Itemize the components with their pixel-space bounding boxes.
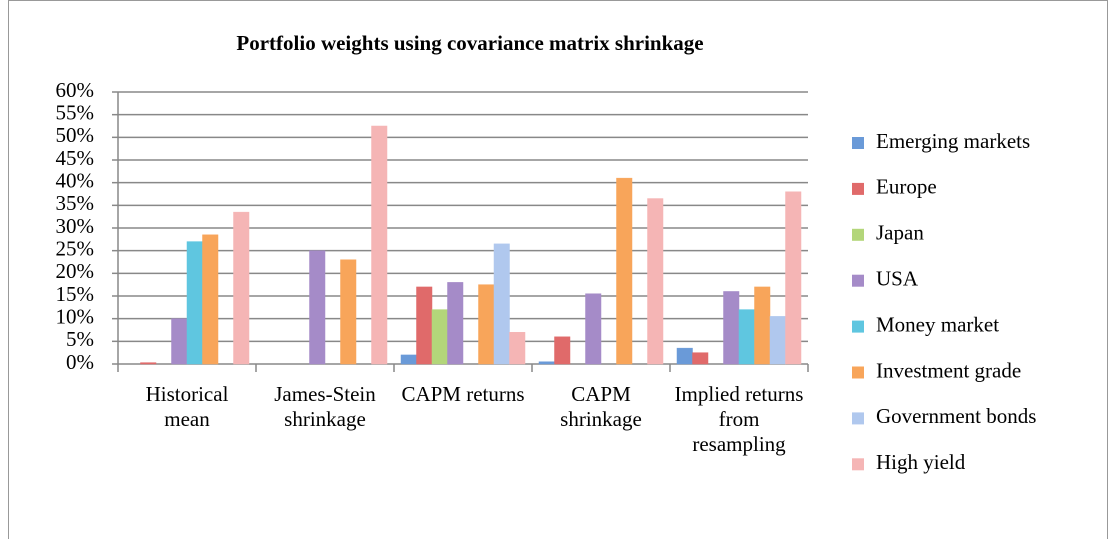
legend-label: Money market	[876, 312, 999, 336]
legend-label: Emerging markets	[876, 129, 1030, 153]
bar	[723, 291, 740, 365]
bar	[431, 309, 448, 365]
bar	[509, 332, 526, 365]
y-tick-label: 0%	[66, 350, 94, 374]
legend-label: USA	[876, 267, 919, 291]
legend-swatch	[852, 412, 864, 425]
bar	[416, 286, 433, 365]
chart-border	[8, 0, 1108, 539]
bar	[785, 191, 802, 365]
bar	[371, 125, 388, 365]
bar	[676, 347, 693, 365]
y-tick-label: 10%	[56, 304, 95, 328]
bar	[171, 318, 188, 365]
legend-swatch	[852, 182, 864, 195]
legend-label: Europe	[876, 175, 937, 199]
bar	[233, 211, 250, 365]
chart-title: Portfolio weights using covariance matri…	[236, 31, 703, 55]
legend-swatch	[852, 274, 864, 287]
y-tick-label: 5%	[66, 327, 94, 351]
y-tick-label: 20%	[56, 259, 95, 283]
x-tick-label: Implied returns from resampling	[674, 382, 804, 456]
legend-swatch	[852, 366, 864, 379]
x-tick-label: James-Stein shrinkage	[274, 382, 376, 431]
legend-swatch	[852, 320, 864, 333]
bar	[140, 362, 157, 365]
bar	[616, 177, 633, 365]
bar	[493, 243, 510, 365]
x-tick-label: CAPM returns	[401, 382, 525, 406]
legend-swatch	[852, 228, 864, 241]
y-tick-label: 15%	[56, 282, 95, 306]
legend-label: Japan	[876, 221, 924, 245]
bar	[478, 284, 495, 365]
bar	[400, 354, 417, 365]
legend-swatch	[852, 458, 864, 471]
y-tick-label: 25%	[56, 236, 95, 260]
x-tick-label: Historical mean	[145, 382, 229, 431]
bar	[447, 282, 464, 365]
legend-label: Government bonds	[876, 404, 1036, 428]
bar	[692, 352, 709, 365]
bar	[647, 198, 664, 365]
y-tick-label: 35%	[56, 191, 95, 215]
y-tick-label: 30%	[56, 214, 95, 238]
bar	[340, 259, 357, 365]
x-tick-label: CAPM shrinkage	[560, 382, 642, 431]
bar	[754, 286, 771, 365]
bar	[538, 361, 555, 365]
bar	[738, 309, 755, 365]
y-tick-label: 40%	[56, 168, 95, 192]
legend-swatch	[852, 137, 864, 149]
bar	[769, 316, 786, 365]
bar	[585, 293, 602, 365]
legend-label: High yield	[876, 450, 966, 474]
legend-label: Investment grade	[876, 358, 1021, 382]
bar	[554, 336, 571, 365]
y-tick-label: 50%	[56, 123, 95, 147]
bar	[309, 250, 326, 365]
bar	[202, 234, 219, 365]
y-tick-label: 60%	[56, 78, 95, 102]
bar	[186, 241, 203, 365]
y-tick-label: 45%	[56, 146, 95, 170]
y-tick-label: 55%	[56, 100, 95, 124]
